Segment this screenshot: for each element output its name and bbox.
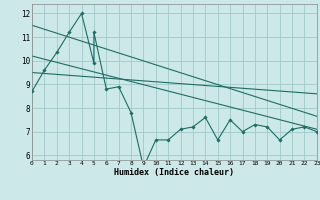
X-axis label: Humidex (Indice chaleur): Humidex (Indice chaleur): [115, 168, 234, 177]
